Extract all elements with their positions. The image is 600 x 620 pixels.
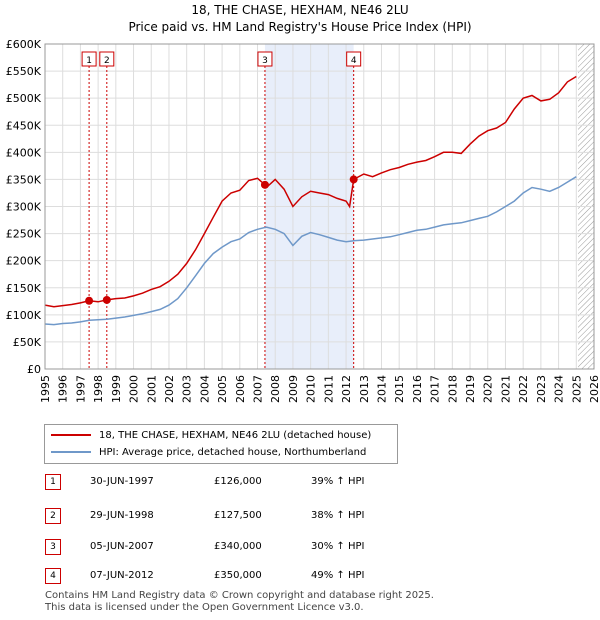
x-tick-label: 2014 [375,375,388,403]
x-tick-label: 2023 [535,375,548,403]
x-tick-label: 2010 [305,375,318,403]
y-tick-label: £350K [6,173,42,186]
x-tick-label: 2005 [216,375,229,403]
x-tick-label: 2017 [429,375,442,403]
x-tick-label: 2007 [252,375,265,403]
transaction-price: £126,000 [214,476,262,487]
x-tick-label: 2003 [181,375,194,403]
plot-frame [44,43,595,370]
x-tick-label: 1998 [92,375,105,403]
x-tick-label: 1995 [39,375,52,403]
y-tick-label: £50K [13,336,42,349]
legend-label-property: 18, THE CHASE, HEXHAM, NE46 2LU (detache… [99,429,372,441]
x-tick-label: 2021 [499,375,512,403]
x-tick-label: 2022 [517,375,530,403]
y-tick-label: £150K [6,282,42,295]
footer-licence: This data is licensed under the Open Gov… [45,602,364,613]
transaction-badge: 3 [45,539,61,555]
sale-label-box [346,51,362,67]
legend: 18, THE CHASE, HEXHAM, NE46 2LU (detache… [44,424,398,464]
legend-label-hpi: HPI: Average price, detached house, Nort… [99,446,367,458]
transaction-date: 30-JUN-1997 [90,476,154,487]
legend-swatch-property [51,434,91,436]
transaction-date: 29-JUN-1998 [90,510,154,521]
y-tick-label: £200K [6,255,42,268]
x-tick-label: 2008 [269,375,282,403]
x-tick-label: 2002 [163,375,176,403]
transaction-date: 07-JUN-2012 [90,570,154,581]
transaction-price: £127,500 [214,510,262,521]
legend-item-property: 18, THE CHASE, HEXHAM, NE46 2LU (detache… [51,428,371,442]
sale-label: 3 [262,56,268,66]
x-tick-label: 2004 [198,375,211,403]
x-tick-label: 2006 [234,375,247,403]
x-tick-label: 2009 [287,375,300,403]
y-tick-label: £300K [6,201,42,214]
sale-label-box [257,51,273,67]
sale-label: 1 [86,56,92,66]
legend-swatch-hpi [51,451,91,453]
sale-point [85,296,94,305]
property-price-line [44,75,577,308]
x-tick-label: 2024 [553,375,566,403]
sale-point [102,295,111,304]
x-tick-label: 2013 [358,375,371,403]
transaction-price: £340,000 [214,541,262,552]
y-tick-label: £550K [6,65,42,78]
sale-label-box [81,51,97,67]
y-tick-label: £400K [6,146,42,159]
sale-label: 4 [351,56,357,66]
transaction-hpi: 30% ↑ HPI [311,541,365,552]
chart-title: 18, THE CHASE, HEXHAM, NE46 2LU [191,3,409,17]
x-tick-label: 2019 [464,375,477,403]
x-tick-label: 2018 [446,375,459,403]
transaction-hpi: 38% ↑ HPI [311,510,365,521]
sale-point [349,175,358,184]
y-tick-label: £600K [6,38,42,51]
footer-copyright: Contains HM Land Registry data © Crown c… [45,590,434,601]
hpi-line [44,176,577,326]
transaction-date: 05-JUN-2007 [90,541,154,552]
x-tick-label: 1997 [74,375,87,403]
y-tick-label: £250K [6,228,42,241]
x-tick-label: 2015 [393,375,406,403]
x-tick-label: 1999 [110,375,123,403]
x-tick-label: 2020 [482,375,495,403]
chart-subtitle: Price paid vs. HM Land Registry's House … [128,20,472,34]
x-tick-label: 2025 [570,375,583,403]
sale-point [260,180,269,189]
x-tick-label: 2012 [340,375,353,403]
x-tick-label: 2011 [322,375,335,403]
transaction-badge: 1 [45,474,61,490]
transaction-badge: 4 [45,568,61,584]
transaction-hpi: 49% ↑ HPI [311,570,365,581]
price-chart: £0 £50K £100K £150K £200K £250K £300K £350K £400… [6,38,600,403]
transaction-price: £350,000 [214,570,262,581]
sale-label: 2 [104,56,110,66]
x-tick-label: 2001 [145,375,158,403]
x-tick-label: 2000 [128,375,141,403]
x-tick-label: 2026 [588,375,600,403]
y-tick-label: £500K [6,92,42,105]
transaction-badge: 2 [45,508,61,524]
x-tick-label: 1996 [57,375,70,403]
sale-label-box [99,51,115,67]
y-tick-label: £450K [6,119,42,132]
transaction-hpi: 39% ↑ HPI [311,476,365,487]
y-tick-label: £100K [6,309,42,322]
y-tick-label: £0 [27,363,41,376]
x-tick-label: 2016 [411,375,424,403]
legend-item-hpi: HPI: Average price, detached house, Nort… [51,445,366,459]
